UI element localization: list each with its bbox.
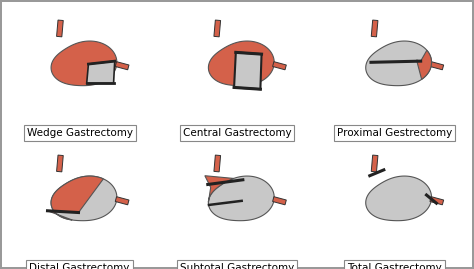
Polygon shape [56, 155, 63, 172]
Text: Subtotal Gastrectomy: Subtotal Gastrectomy [180, 263, 294, 269]
Polygon shape [51, 41, 117, 86]
Polygon shape [209, 41, 274, 86]
Text: Central Gastrectomy: Central Gastrectomy [182, 128, 292, 138]
Polygon shape [234, 52, 262, 89]
Polygon shape [430, 62, 444, 70]
Polygon shape [51, 176, 117, 221]
Polygon shape [209, 176, 274, 221]
Text: Wedge Gastrectomy: Wedge Gastrectomy [27, 128, 133, 138]
Polygon shape [273, 62, 286, 70]
Polygon shape [115, 62, 129, 70]
Polygon shape [366, 41, 431, 86]
Polygon shape [371, 20, 378, 37]
Polygon shape [371, 155, 378, 172]
Text: Distal Gastrectomy: Distal Gastrectomy [29, 263, 130, 269]
Polygon shape [366, 176, 431, 221]
Polygon shape [87, 61, 115, 83]
Polygon shape [214, 20, 220, 37]
Polygon shape [273, 197, 286, 205]
Text: Total Gastrectomy: Total Gastrectomy [347, 263, 442, 269]
Polygon shape [205, 176, 234, 202]
Polygon shape [115, 197, 129, 205]
Polygon shape [56, 20, 63, 37]
Polygon shape [47, 176, 103, 220]
Polygon shape [417, 50, 431, 79]
Polygon shape [430, 197, 444, 205]
Polygon shape [214, 155, 220, 172]
Text: Proximal Gestrectomy: Proximal Gestrectomy [337, 128, 452, 138]
